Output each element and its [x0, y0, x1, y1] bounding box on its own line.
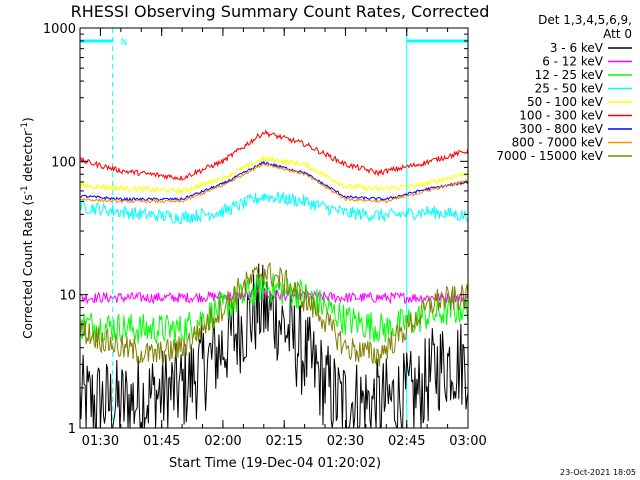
- series-line: [79, 262, 469, 367]
- legend-entry-label: 7000 - 15000 keV: [496, 149, 603, 163]
- y-tick-label: 1000: [43, 22, 76, 37]
- legend-entry-label: 25 - 50 keV: [535, 82, 604, 96]
- legend-header-line2: Att 0: [603, 27, 632, 41]
- attenuator-label: N: [121, 38, 128, 48]
- series-line: [79, 128, 469, 181]
- x-tick-label: 03:00: [449, 434, 486, 449]
- series-line: [79, 160, 469, 202]
- x-tick-label: 02:30: [327, 434, 364, 449]
- y-axis-label-mid: detector: [21, 131, 35, 186]
- plot-frame: [79, 27, 469, 429]
- series-line: [79, 273, 469, 345]
- x-tick-label: 02:00: [204, 434, 241, 449]
- chart-title: RHESSI Observing Summary Count Rates, Co…: [71, 2, 490, 21]
- y-axis-ticks: 1 10 100 1000: [43, 22, 468, 437]
- series-layer: [79, 128, 469, 430]
- series-line: [79, 263, 469, 430]
- x-tick-label: 01:45: [143, 434, 180, 449]
- legend-entry-label: 6 - 12 keV: [542, 55, 604, 69]
- y-axis-label-main: Corrected Count Rate (s: [21, 194, 35, 338]
- y-tick-label: 1: [68, 422, 76, 437]
- series-line: [79, 162, 469, 204]
- y-axis-label-end: ): [21, 117, 35, 122]
- series-line: [79, 191, 469, 225]
- legend-header-line1: Det 1,3,4,5,6,9,: [538, 13, 632, 27]
- y-axis-label-superscript-1: -1: [20, 185, 30, 194]
- y-tick-label: 100: [51, 155, 76, 170]
- y-axis-label: Corrected Count Rate (s-1 detector-1): [20, 117, 35, 338]
- footer-date: 23-Oct-2021 18:05: [560, 468, 636, 477]
- y-tick-label: 10: [59, 289, 76, 304]
- x-axis-ticks: 01:30 01:45 02:00 02:15 02:30 02:45 03:00: [79, 28, 487, 449]
- legend-entry-label: 100 - 300 keV: [519, 109, 603, 123]
- legend-entry-label: 3 - 6 keV: [550, 41, 604, 55]
- series-line: [79, 154, 469, 195]
- legend-entry-label: 50 - 100 keV: [527, 95, 604, 109]
- x-tick-label: 02:15: [265, 434, 302, 449]
- x-tick-label: 01:30: [82, 434, 119, 449]
- y-axis-label-superscript-2: -1: [20, 122, 30, 131]
- legend-entry-label: 12 - 25 keV: [535, 68, 604, 82]
- x-tick-label: 02:45: [388, 434, 425, 449]
- x-axis-label: Start Time (19-Dec-04 01:20:02): [169, 456, 381, 471]
- legend-entry-label: 300 - 800 keV: [519, 122, 603, 136]
- legend-entry-label: 800 - 7000 keV: [512, 136, 604, 150]
